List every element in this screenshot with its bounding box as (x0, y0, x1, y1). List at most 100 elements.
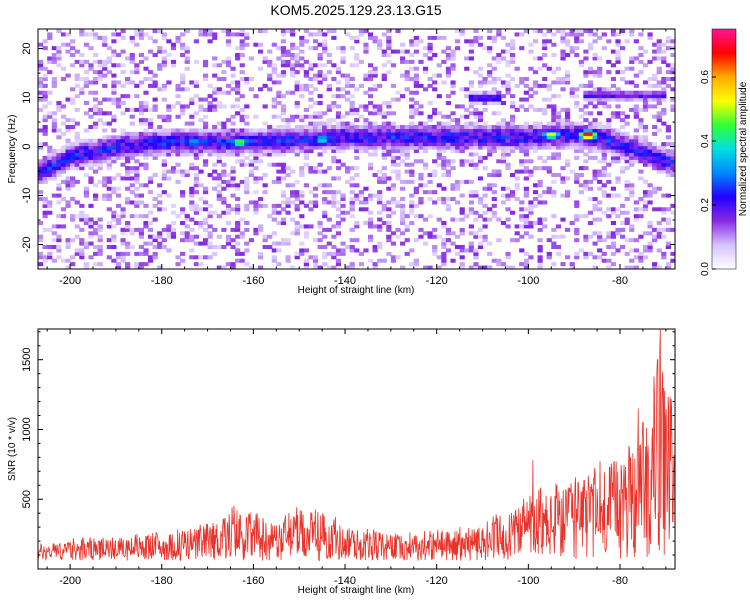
heatmap-cell (161, 207, 167, 212)
heatmap-cell (551, 104, 557, 109)
heatmap-cell (537, 227, 543, 232)
heatmap-cell (157, 49, 163, 54)
heatmap-cell (47, 56, 53, 61)
heatmap-cell (51, 111, 57, 116)
heatmap-cell (193, 135, 199, 140)
heatmap-cell (574, 176, 580, 181)
heatmap-cell (629, 145, 635, 150)
heatmap-cell (285, 166, 291, 171)
heatmap-cell (79, 145, 85, 150)
heatmap-cell (597, 138, 603, 143)
heatmap-cell (409, 104, 415, 109)
heatmap-cell (372, 142, 378, 147)
heatmap-cell (152, 245, 158, 250)
heatmap-cell (276, 248, 282, 253)
heatmap-cell (147, 135, 154, 140)
heatmap-cell (271, 162, 277, 167)
heatmap-cell (642, 207, 649, 212)
heatmap-cell (665, 128, 672, 133)
heatmap-cell (418, 104, 424, 109)
heatmap-cell (560, 121, 566, 126)
heatmap-cell (574, 251, 580, 256)
heatmap-cell (620, 149, 626, 154)
heatmap-cell (578, 145, 584, 150)
heatmap-cell (358, 207, 364, 212)
heatmap-cell (615, 42, 621, 47)
heatmap-cell (120, 142, 126, 147)
heatmap-cell (381, 49, 387, 54)
heatmap-cell (377, 145, 383, 150)
heatmap-cell (574, 145, 580, 150)
heatmap-cell (583, 118, 589, 123)
heatmap-cell (620, 203, 626, 208)
heatmap-cell (97, 101, 103, 106)
heatmap-cell (303, 262, 309, 267)
heatmap-cell (390, 149, 397, 154)
heatmap-cell (610, 32, 617, 37)
heatmap-cell (303, 231, 309, 236)
heatmap-cell (120, 231, 126, 236)
heatmap-cell (500, 186, 507, 191)
heatmap-cell (175, 138, 181, 143)
heatmap-cell (230, 179, 236, 184)
heatmap-cell (111, 118, 117, 123)
heatmap-cell (652, 104, 658, 109)
colorbar-axes: 0.00.20.40.6 (700, 70, 716, 276)
heatmap-cell (312, 186, 319, 191)
heatmap-cell (532, 166, 539, 171)
heatmap-cell (642, 193, 649, 198)
heatmap-cell (340, 94, 346, 99)
heatmap-cell (377, 135, 383, 140)
heatmap-cell (271, 217, 277, 222)
heatmap-cell (106, 221, 112, 226)
heatmap-cell (97, 224, 103, 229)
heatmap-cell (106, 142, 112, 147)
heatmap-cell (583, 111, 589, 116)
heatmap-cell (70, 145, 76, 150)
heatmap-cell (523, 29, 529, 34)
heatmap-cell (413, 203, 419, 208)
heatmap-cell (665, 155, 672, 160)
heatmap-cell (271, 135, 277, 140)
heatmap-cell (468, 145, 474, 150)
heatmap-cell (83, 138, 90, 143)
heatmap-cell (290, 193, 296, 198)
heatmap-cell (180, 238, 186, 243)
heatmap-cell (468, 83, 474, 88)
heatmap-cell (184, 104, 190, 109)
heatmap-cell (620, 166, 626, 171)
heatmap-cell (248, 142, 254, 147)
heatmap-cell (152, 53, 158, 58)
heatmap-cell (441, 224, 447, 229)
heatmap-cell (92, 125, 99, 130)
heatmap-cell (592, 128, 598, 133)
heatmap-cell (134, 149, 140, 154)
heatmap-cell (170, 231, 177, 236)
heatmap-cell (665, 159, 672, 164)
heatmap-cell (532, 39, 539, 44)
heatmap-cell (111, 101, 117, 106)
heatmap-cell (120, 35, 126, 40)
heatmap-cell (367, 197, 374, 202)
heatmap-cell (661, 227, 667, 232)
heatmap-cell (670, 159, 675, 164)
heatmap-cell (51, 166, 57, 171)
heatmap-cell (565, 73, 571, 78)
heatmap-cell (377, 227, 383, 232)
heatmap-cell (450, 49, 456, 54)
heatmap-cell (88, 162, 94, 167)
heatmap-cell (312, 265, 319, 269)
heatmap-cell (322, 42, 328, 47)
heatmap-cell (294, 59, 300, 64)
heatmap-cell (377, 200, 383, 205)
heatmap-cell (427, 131, 433, 136)
heatmap-cell (656, 159, 662, 164)
heatmap-cell (551, 241, 557, 246)
heatmap-cell (473, 145, 479, 150)
heatmap-cell (372, 224, 378, 229)
heatmap-cell (583, 142, 589, 147)
heatmap-cell (565, 118, 571, 123)
heatmap-cell (629, 265, 635, 269)
heatmap-cell (496, 97, 502, 102)
heatmap-cell (523, 221, 529, 226)
